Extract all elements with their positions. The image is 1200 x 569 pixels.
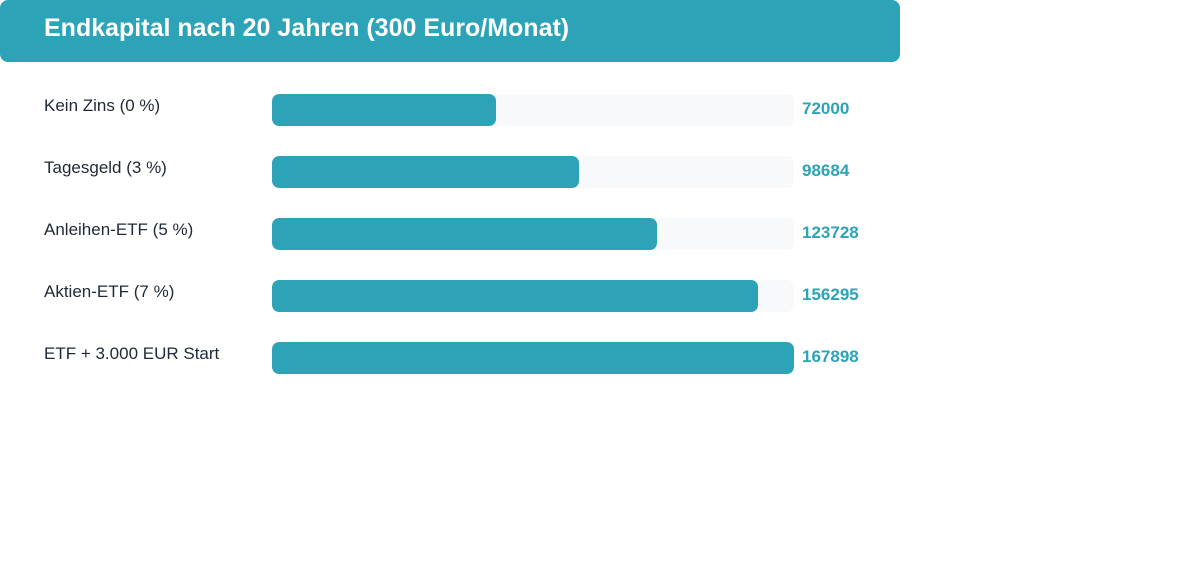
bar-label: ETF + 3.000 EUR Start xyxy=(44,344,220,363)
bar-track xyxy=(272,218,794,250)
bar xyxy=(272,218,657,250)
chart-title: Endkapital nach 20 Jahren (300 Euro/Mona… xyxy=(44,13,570,42)
bar-row: Aktien-ETF (7 %) 156295 xyxy=(0,280,900,312)
bar-track xyxy=(272,342,794,374)
bar-value-label: 167898 xyxy=(802,347,859,366)
bar-track xyxy=(272,280,794,312)
bar-value-label: 123728 xyxy=(802,223,859,242)
chart-header: Endkapital nach 20 Jahren (300 Euro/Mona… xyxy=(0,0,900,62)
bar xyxy=(272,94,496,126)
bar-value-label: 156295 xyxy=(802,285,859,304)
bar-row: Anleihen-ETF (5 %) 123728 xyxy=(0,218,900,250)
bar-label: Tagesgeld (3 %) xyxy=(44,158,167,177)
bar-track xyxy=(272,94,794,126)
bar-value-label: 72000 xyxy=(802,99,850,118)
bar-row: ETF + 3.000 EUR Start 167898 xyxy=(0,342,900,374)
bar-value-label: 98684 xyxy=(802,161,850,180)
bar-row: Tagesgeld (3 %) 98684 xyxy=(0,156,900,188)
bar xyxy=(272,342,794,374)
chart-card: Endkapital nach 20 Jahren (300 Euro/Mona… xyxy=(0,0,900,374)
bar xyxy=(272,156,579,188)
bar xyxy=(272,280,758,312)
bar-label: Aktien-ETF (7 %) xyxy=(44,282,175,301)
bar-label: Anleihen-ETF (5 %) xyxy=(44,220,194,239)
bar-track xyxy=(272,156,794,188)
bar-row: Kein Zins (0 %) 72000 xyxy=(0,94,900,126)
bar-label: Kein Zins (0 %) xyxy=(44,96,161,115)
chart-body: Kein Zins (0 %) 72000 Tagesgeld (3 %) 98684… xyxy=(0,62,900,374)
